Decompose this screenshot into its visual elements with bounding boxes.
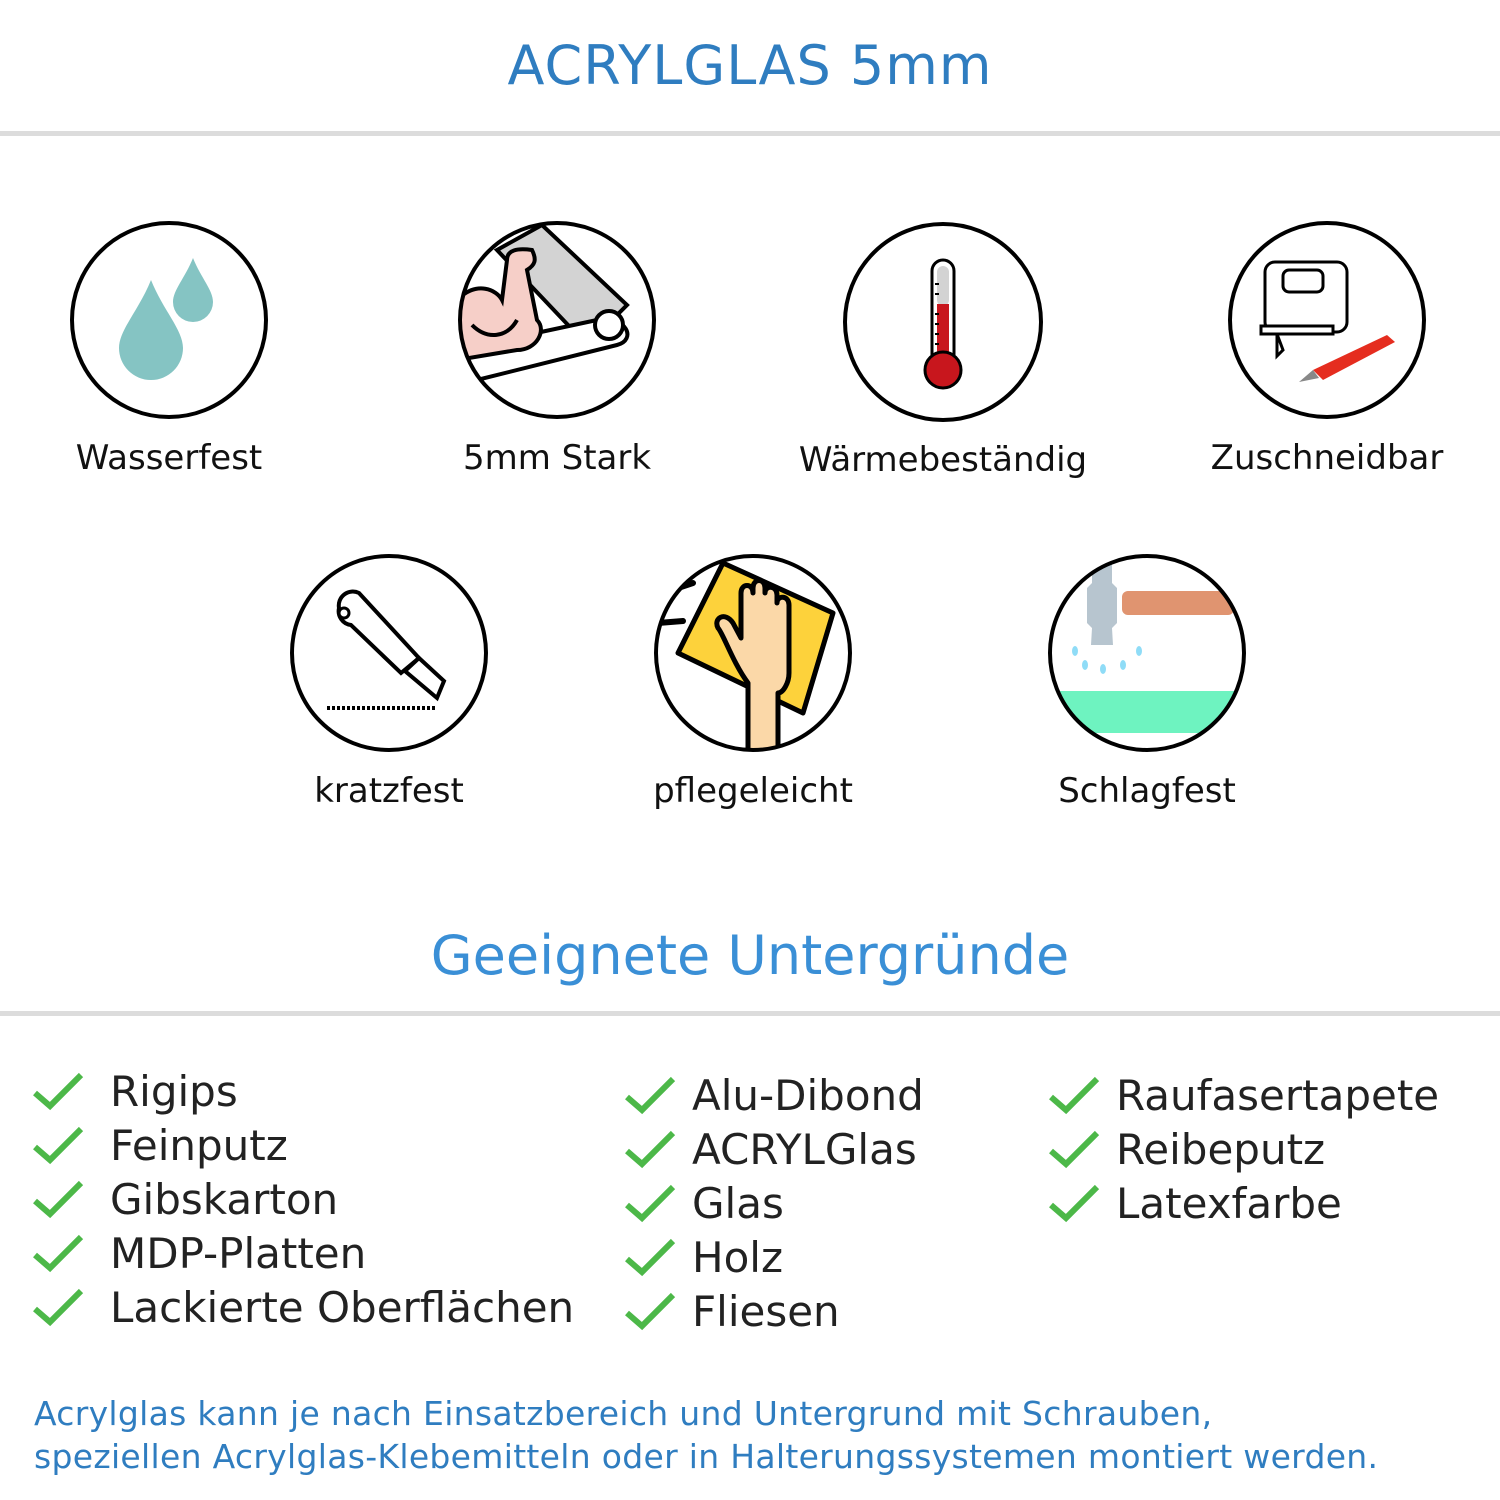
surface-item: Alu-Dibond <box>624 1068 924 1122</box>
surface-item: Gibskarton <box>32 1172 574 1226</box>
feature-label: kratzfest <box>314 771 464 811</box>
hammer-icon <box>1048 554 1246 752</box>
feature-waermebestaendig: Wärmebeständig <box>763 222 1123 480</box>
check-icon <box>33 1180 84 1219</box>
surface-label: Raufasertapete <box>1116 1070 1440 1120</box>
feature-5mm-stark: 5mm Stark <box>377 220 737 478</box>
surfaces-column-1: Rigips Feinputz Gibskarton MDP-Platten Lacki… <box>32 1064 574 1334</box>
cutter-knife-icon <box>290 554 488 752</box>
footer-line-2: speziellen Acrylglas-Klebemitteln oder i… <box>34 1437 1379 1476</box>
surface-label: Lackierte Oberflächen <box>110 1282 575 1332</box>
surfaces-column-2: Alu-Dibond ACRYLGlas Glas Holz Fliesen <box>624 1068 924 1338</box>
surface-label: ACRYLGlas <box>692 1124 917 1174</box>
surface-label: Feinputz <box>110 1120 288 1170</box>
surface-label: Fliesen <box>692 1286 840 1336</box>
check-icon <box>33 1288 84 1327</box>
surface-item: Lackierte Oberflächen <box>32 1280 574 1334</box>
feature-schlagfest: Schlagfest <box>967 553 1327 811</box>
surface-item: Feinputz <box>32 1118 574 1172</box>
feature-label: Schlagfest <box>1058 771 1236 811</box>
hand-cloth-icon <box>654 554 852 752</box>
page-title: ACRYLGLAS 5mm <box>507 34 993 97</box>
footer-line-1: Acrylglas kann je nach Einsatzbereich un… <box>34 1394 1213 1433</box>
check-icon <box>33 1072 84 1111</box>
surface-item: MDP-Platten <box>32 1226 574 1280</box>
surface-label: Gibskarton <box>110 1174 339 1224</box>
feature-label: pflegeleicht <box>653 771 853 811</box>
footer-note: Acrylglas kann je nach Einsatzbereich un… <box>34 1392 1378 1478</box>
surface-item: Latexfarbe <box>1048 1176 1439 1230</box>
check-icon <box>625 1130 676 1169</box>
surfaces-column-3: Raufasertapete Reibeputz Latexfarbe <box>1048 1068 1439 1230</box>
surface-label: Rigips <box>110 1066 238 1116</box>
check-icon <box>1049 1184 1100 1223</box>
feature-zuschneidbar: Zuschneidbar <box>1147 220 1500 478</box>
surface-item: Rigips <box>32 1064 574 1118</box>
surface-label: Glas <box>692 1178 784 1228</box>
check-icon <box>33 1234 84 1273</box>
feature-pflegeleicht: pflegeleicht <box>573 553 933 811</box>
feature-label: Zuschneidbar <box>1210 438 1444 478</box>
surface-item: Glas <box>624 1176 924 1230</box>
surface-item: ACRYLGlas <box>624 1122 924 1176</box>
jigsaw-knife-icon <box>1228 221 1426 419</box>
surface-label: Reibeputz <box>1116 1124 1326 1174</box>
check-icon <box>625 1292 676 1331</box>
check-icon <box>625 1076 676 1115</box>
check-icon <box>625 1238 676 1277</box>
feature-kratzfest: kratzfest <box>209 553 569 811</box>
check-icon <box>33 1126 84 1165</box>
divider <box>0 1011 1500 1016</box>
thermometer-icon <box>843 222 1043 422</box>
surface-item: Reibeputz <box>1048 1122 1439 1176</box>
check-icon <box>625 1184 676 1223</box>
surface-label: Alu-Dibond <box>692 1070 924 1120</box>
divider <box>0 131 1500 136</box>
section-title: Geeignete Untergründe <box>430 924 1070 987</box>
strong-arm-icon <box>458 221 656 419</box>
feature-label: Wärmebeständig <box>798 440 1088 480</box>
check-icon <box>1049 1076 1100 1115</box>
feature-label: Wasserfest <box>75 438 263 478</box>
surface-item: Raufasertapete <box>1048 1068 1439 1122</box>
surface-item: Fliesen <box>624 1284 924 1338</box>
surface-item: Holz <box>624 1230 924 1284</box>
check-icon <box>1049 1130 1100 1169</box>
feature-wasserfest: Wasserfest <box>0 220 349 478</box>
feature-label: 5mm Stark <box>462 438 652 478</box>
surface-label: Latexfarbe <box>1116 1178 1342 1228</box>
surface-label: Holz <box>692 1232 783 1282</box>
water-drops-icon <box>70 221 268 419</box>
surface-label: MDP-Platten <box>110 1228 367 1278</box>
